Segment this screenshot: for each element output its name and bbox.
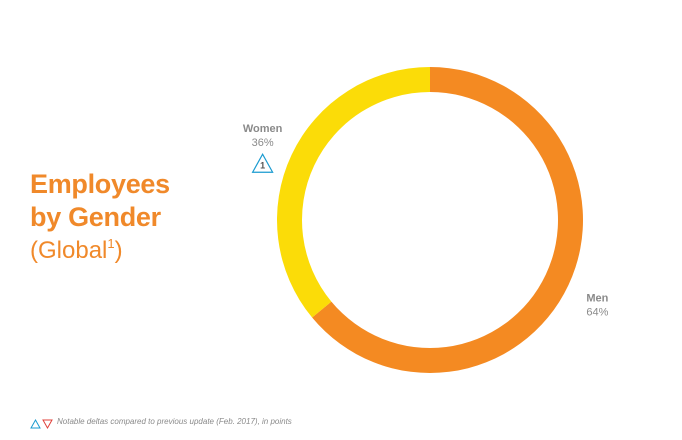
category-label: Men: [586, 293, 608, 305]
footnote: Notable deltas compared to previous upda…: [57, 417, 292, 426]
donut-segment: [312, 67, 583, 373]
delta-down-icon: [42, 419, 53, 430]
chart-title: Employees by Gender: [30, 169, 170, 232]
subtitle-footnote-mark: 1: [107, 236, 115, 251]
delta-label: 1: [260, 161, 265, 171]
delta-icon: [251, 152, 274, 173]
value-label: 64%: [586, 307, 608, 319]
donut-segment: [276, 66, 430, 318]
subtitle-close: ): [114, 237, 123, 264]
value-label: 36%: [252, 137, 274, 149]
subtitle-text: (Global: [30, 237, 108, 264]
category-label: Women: [243, 123, 283, 135]
delta-up-icon: [30, 418, 41, 429]
chart-subtitle: (Global1): [30, 236, 123, 265]
